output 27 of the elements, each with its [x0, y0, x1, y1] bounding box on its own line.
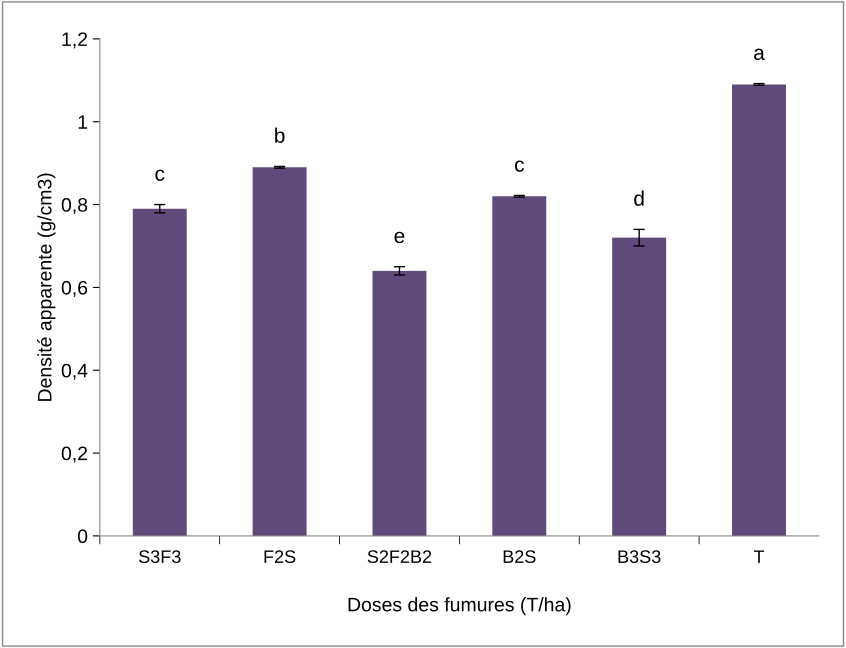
bar — [132, 208, 187, 536]
x-tick-label: T — [754, 550, 764, 563]
y-tick-label: 0,8 — [62, 198, 88, 214]
y-axis-title: Densité apparente (g/cm3) — [37, 173, 56, 401]
y-tick-label: 1,2 — [62, 32, 88, 48]
x-tick-label: S3F3 — [139, 550, 181, 564]
annotation: c — [155, 170, 164, 181]
bar — [372, 270, 426, 536]
x-tick-label: B3S3 — [618, 550, 660, 564]
x-tick-label: B2S — [504, 550, 536, 564]
y-tick-label: 0,2 — [62, 446, 88, 463]
annotation: d — [634, 190, 644, 206]
y-tick-label: 0 — [78, 529, 88, 544]
bar — [252, 167, 307, 536]
x-axis-title: Doses des fumures (T/ha) — [348, 597, 571, 616]
bar — [612, 238, 666, 536]
y-tick-label: 0,6 — [62, 280, 88, 297]
x-tick-label: F2S — [264, 550, 296, 564]
y-tick-label: 1 — [78, 115, 88, 129]
annotation: e — [394, 232, 404, 244]
x-tick-label: S2F2B2 — [368, 550, 432, 564]
y-tick-label: 0,4 — [62, 364, 88, 380]
annotation: b — [275, 128, 285, 143]
bar — [732, 84, 786, 536]
annotation: a — [754, 48, 765, 60]
bar — [492, 196, 546, 536]
annotation: c — [514, 160, 524, 172]
